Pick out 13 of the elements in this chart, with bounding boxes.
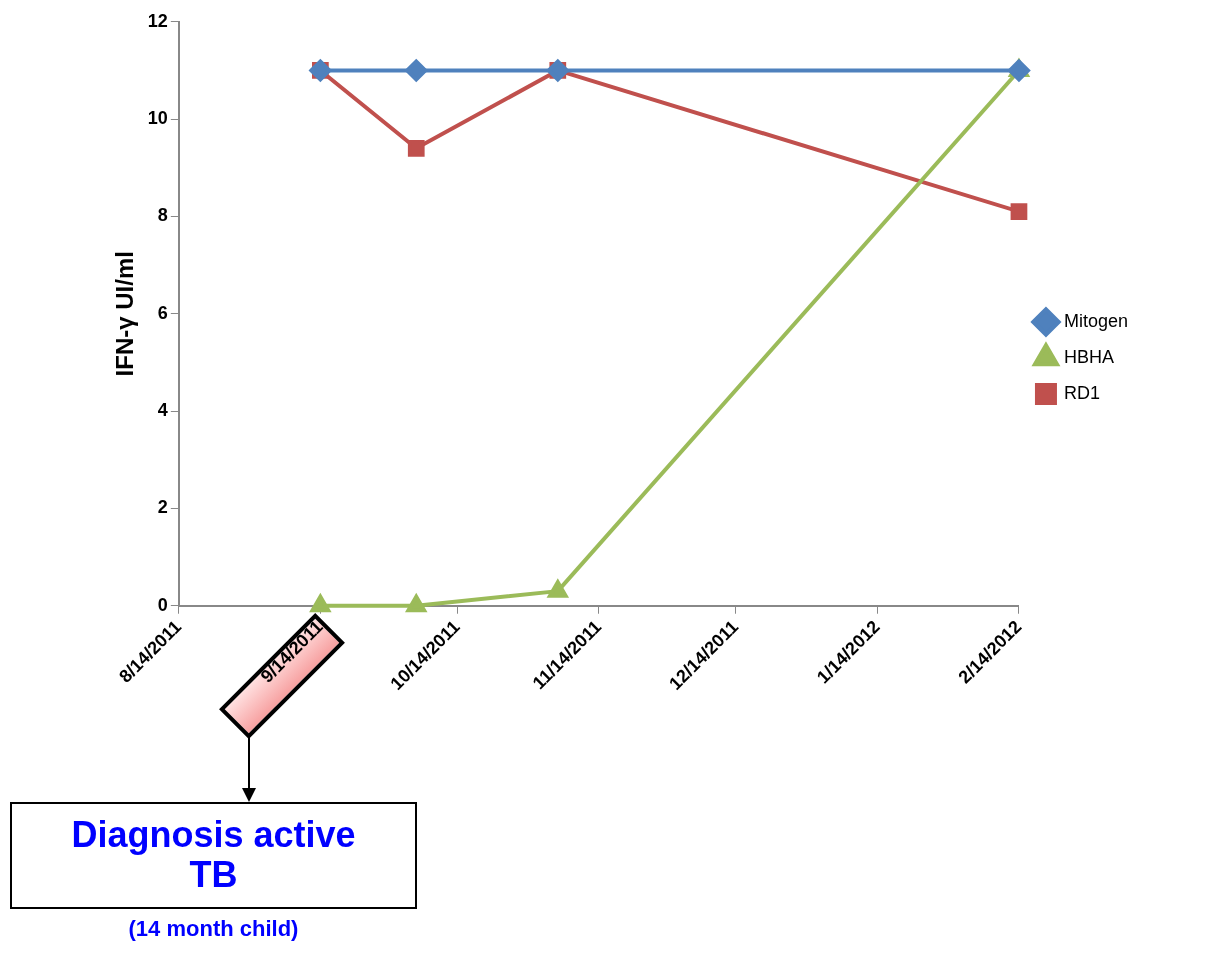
y-tick-label: 6 — [157, 302, 168, 323]
text: Diagnosis active TB — [70, 814, 357, 896]
y-tick-label: 12 — [147, 10, 168, 31]
y-tick-label: 2 — [157, 497, 168, 518]
text: (14 month child) — [127, 915, 300, 942]
y-tick-label: 0 — [157, 594, 168, 615]
y-tick-label: 8 — [157, 205, 168, 226]
y-axis-title: IFN-γ UI/ml — [111, 251, 139, 377]
legend-label: Mitogen — [1063, 310, 1129, 331]
legend-label: RD1 — [1063, 382, 1100, 403]
legend-label: HBHA — [1063, 346, 1114, 367]
y-tick-label: 4 — [157, 400, 168, 421]
y-tick-label: 10 — [147, 108, 168, 129]
